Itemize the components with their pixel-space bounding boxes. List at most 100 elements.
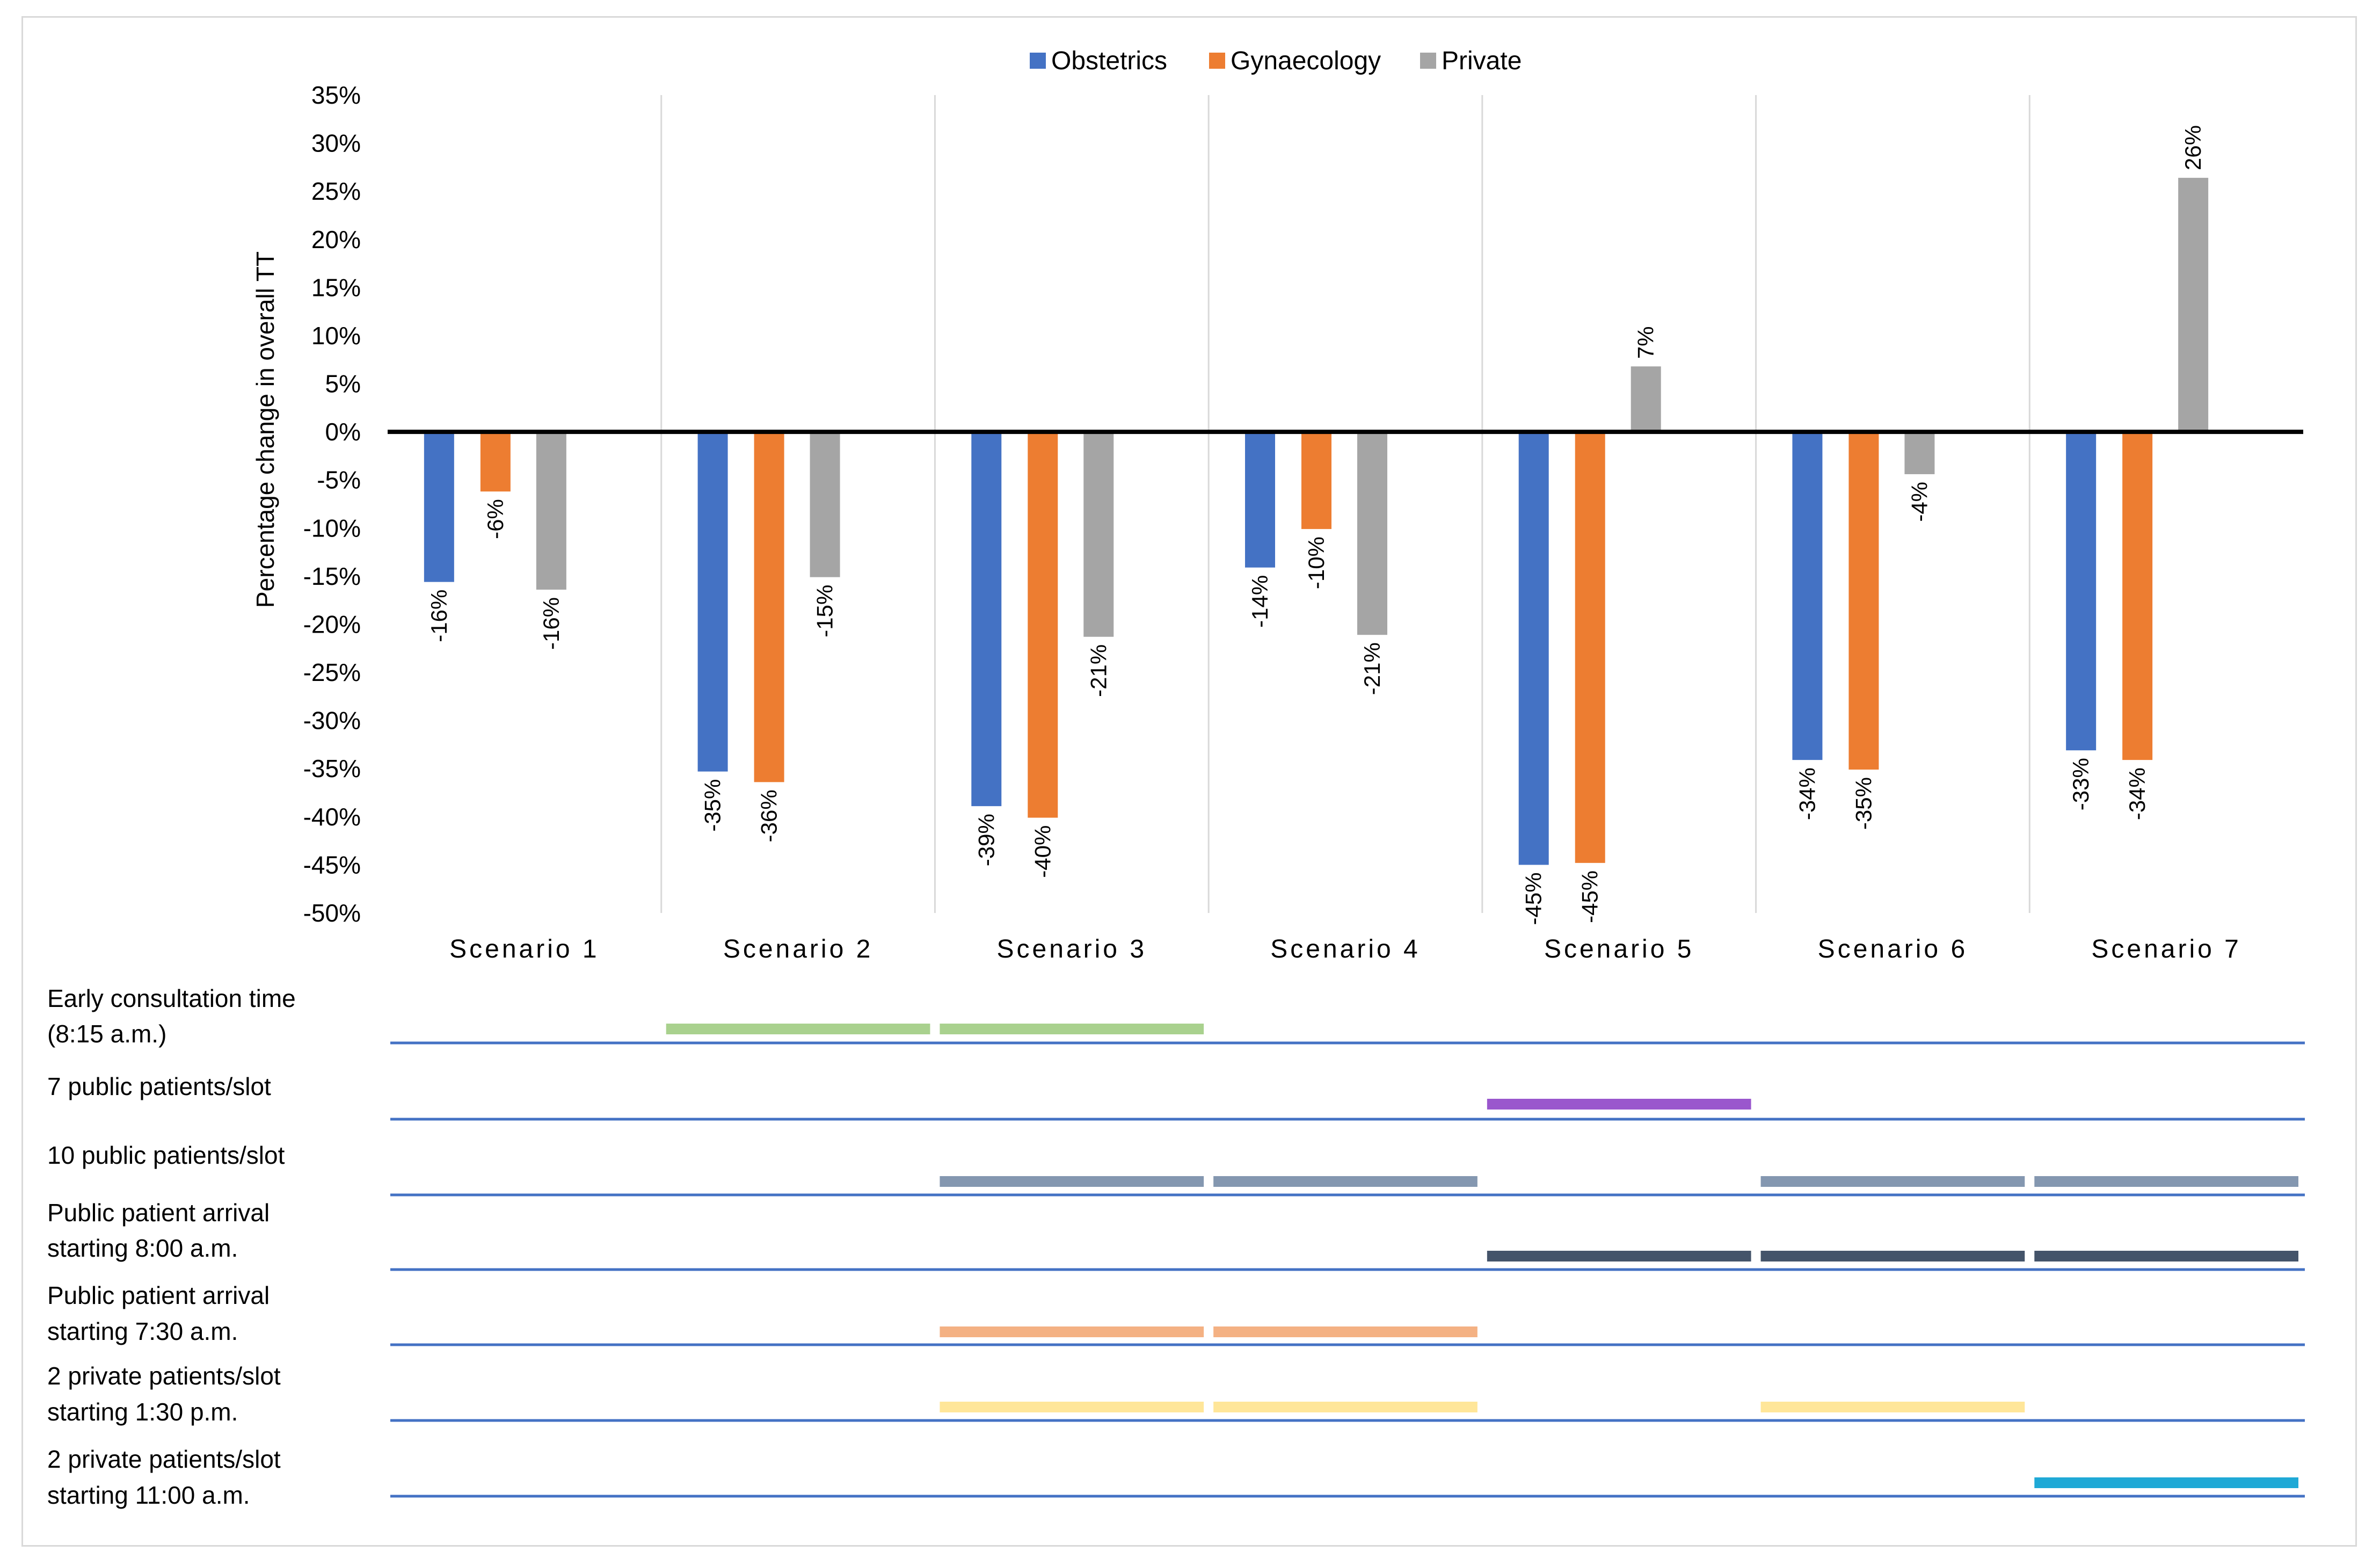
data-label: -40%: [1030, 825, 1055, 878]
bars: [424, 178, 2209, 865]
data-label: -45%: [1521, 872, 1546, 925]
y-tick-label: 10%: [311, 322, 361, 350]
bar-gynaecology-5: [1575, 432, 1605, 863]
bar-private-2: [810, 432, 840, 577]
data-label: -21%: [1359, 642, 1385, 695]
timeline-row-label: (8:15 a.m.): [47, 1020, 166, 1048]
data-label: -4%: [1906, 482, 1932, 522]
y-axis-ticks: 35% 30% 25% 20% 15% 10% 5% 0% -5% -10% -15% -20% -25…: [303, 81, 361, 927]
bar-obstetrics-1: [424, 432, 454, 582]
data-label: -15%: [812, 585, 838, 637]
timeline-segment-scenario-6: [1760, 1402, 2025, 1412]
data-label: 7%: [1633, 327, 1658, 359]
timeline-segment-scenario-4: [1213, 1402, 1478, 1412]
y-axis-title: Percentage change in overall TT: [251, 251, 279, 608]
bar-obstetrics-4: [1245, 432, 1275, 568]
timeline-row-label: starting 1:30 p.m.: [47, 1398, 238, 1426]
y-tick-label: 15%: [311, 273, 361, 301]
data-labels: -16% -35% -39% -14% -45% -34% -33% -6% -36% -40% -…: [426, 125, 2206, 925]
bar-obstetrics-5: [1518, 432, 1549, 865]
bar-obstetrics-6: [1792, 432, 1823, 760]
y-tick-label: -10%: [303, 514, 361, 542]
timeline-segment-scenario-5: [1487, 1099, 1751, 1110]
category-labels: Scenario 1 Scenario 2 Scenario 3 Scenario 4…: [449, 935, 2241, 963]
y-tick-label: 0%: [325, 418, 361, 446]
timeline-segment-scenario-6: [1760, 1251, 2025, 1262]
category-label: Scenario 3: [997, 935, 1147, 963]
timeline-row-label: Early consultation time: [47, 984, 296, 1012]
legend-swatch-private: [1420, 53, 1436, 69]
y-tick-label: -45%: [303, 851, 361, 879]
category-label: Scenario 6: [1818, 935, 1968, 963]
bar-private-7: [2178, 178, 2209, 432]
data-label: -33%: [2068, 758, 2093, 810]
data-label: -10%: [1304, 536, 1329, 589]
data-label: -16%: [426, 590, 452, 642]
legend-label-obstetrics: Obstetrics: [1051, 47, 1167, 75]
timeline-segment-scenario-7: [2034, 1477, 2298, 1488]
timeline-row-label: 10 public patients/slot: [47, 1141, 285, 1169]
bar-gynaecology-6: [1848, 432, 1879, 770]
bar-private-3: [1083, 432, 1114, 637]
y-tick-label: -50%: [303, 899, 361, 927]
data-label: -6%: [483, 499, 508, 539]
y-tick-label: 20%: [311, 226, 361, 253]
bar-obstetrics-2: [697, 432, 728, 772]
data-label: -35%: [700, 779, 725, 832]
data-label: -45%: [1577, 871, 1603, 923]
category-label: Scenario 4: [1270, 935, 1420, 963]
timeline-row-label: starting 7:30 a.m.: [47, 1317, 238, 1345]
data-label: -34%: [1794, 767, 1819, 820]
timeline-segment-scenario-7: [2034, 1251, 2298, 1262]
timeline-row-label: Public patient arrival: [47, 1281, 270, 1309]
timeline-segment-scenario-5: [1487, 1251, 1751, 1262]
y-tick-label: -40%: [303, 803, 361, 831]
timeline-row-label: 2 private patients/slot: [47, 1445, 281, 1473]
bar-private-6: [1904, 432, 1935, 474]
bar-private-1: [536, 432, 566, 590]
y-tick-label: 35%: [311, 81, 361, 109]
bar-gynaecology-7: [2122, 432, 2153, 760]
category-label: Scenario 1: [449, 935, 599, 963]
timeline-row-label: Public patient arrival: [47, 1199, 270, 1227]
y-tick-label: 25%: [311, 177, 361, 205]
y-tick-label: 5%: [325, 370, 361, 398]
timeline-segment-scenario-6: [1760, 1176, 2025, 1187]
timeline-segment-scenario-4: [1213, 1176, 1478, 1187]
category-label: Scenario 7: [2091, 935, 2241, 963]
bar-obstetrics-3: [971, 432, 1002, 807]
timeline-row-label: 2 private patients/slot: [47, 1362, 281, 1390]
category-label: Scenario 2: [723, 935, 873, 963]
data-label: -16%: [538, 597, 564, 650]
timeline-segment-scenario-3: [940, 1024, 1204, 1034]
timeline-row-label: starting 11:00 a.m.: [47, 1481, 250, 1509]
timeline-segment-scenario-3: [940, 1402, 1204, 1412]
y-tick-label: 30%: [311, 129, 361, 157]
legend-label-gynaecology: Gynaecology: [1231, 47, 1381, 75]
data-label: -34%: [2124, 767, 2150, 820]
bar-private-4: [1357, 432, 1387, 635]
scenario-timeline: Early consultation time (8:15 a.m.) 7 publ…: [47, 984, 2305, 1509]
timeline-row-label: starting 8:00 a.m.: [47, 1234, 238, 1262]
data-label: 26%: [2180, 125, 2206, 170]
timeline-row-label: 7 public patients/slot: [47, 1072, 271, 1100]
legend-swatch-gynaecology: [1209, 53, 1225, 69]
y-tick-label: -15%: [303, 562, 361, 590]
bar-gynaecology-3: [1028, 432, 1058, 818]
bar-obstetrics-7: [2066, 432, 2097, 751]
y-tick-label: -35%: [303, 755, 361, 782]
timeline-segment-scenario-4: [1213, 1326, 1478, 1337]
bar-gynaecology-2: [754, 432, 784, 782]
data-label: -21%: [1086, 644, 1111, 697]
timeline-segment-scenario-3: [940, 1176, 1204, 1187]
timeline-segment-scenario-2: [666, 1024, 930, 1034]
data-label: -39%: [973, 814, 999, 866]
y-tick-label: -20%: [303, 610, 361, 638]
bar-private-5: [1631, 366, 1661, 432]
timeline-segment-scenario-3: [940, 1326, 1204, 1337]
timeline-segment-scenario-7: [2034, 1176, 2298, 1187]
category-label: Scenario 5: [1544, 935, 1694, 963]
data-label: -35%: [1851, 777, 1876, 830]
data-label: -36%: [756, 789, 782, 842]
